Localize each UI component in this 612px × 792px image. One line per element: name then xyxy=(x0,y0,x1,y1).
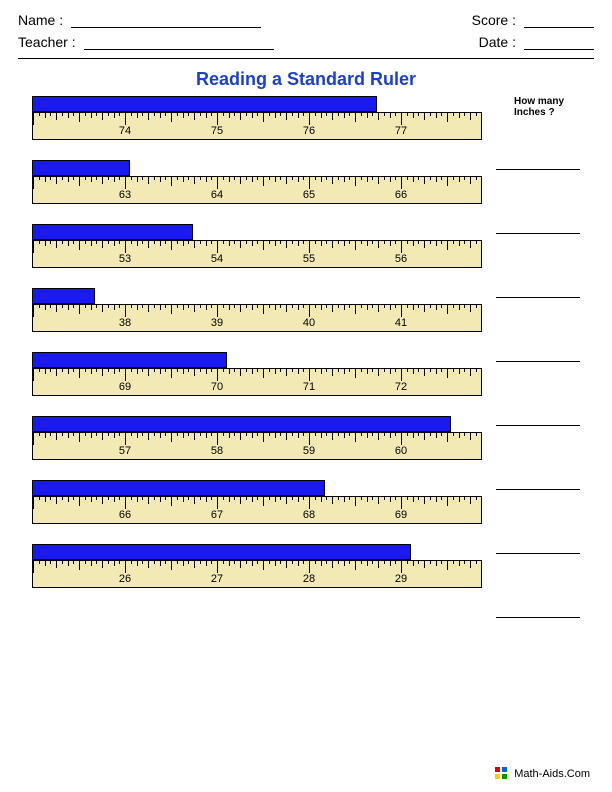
date-label: Date : xyxy=(479,34,516,50)
ruler-number: 75 xyxy=(211,125,223,137)
problem: 57 58 59 60 xyxy=(32,416,482,460)
problem: 38 39 40 41 xyxy=(32,288,482,332)
ruler-number: 55 xyxy=(303,253,315,265)
ruler-number: 38 xyxy=(119,317,131,329)
date-field: Date : xyxy=(479,34,594,50)
footer: Math-Aids.Com xyxy=(495,767,590,780)
measure-bar xyxy=(32,160,130,176)
header-divider xyxy=(18,58,594,59)
worksheet-title: Reading a Standard Ruler xyxy=(18,69,594,90)
measure-bar xyxy=(32,416,451,432)
ruler-number: 54 xyxy=(211,253,223,265)
measure-bar xyxy=(32,288,95,304)
teacher-blank[interactable] xyxy=(84,34,274,50)
problem: 66 67 68 69 xyxy=(32,480,482,524)
answer-blank[interactable] xyxy=(496,346,580,362)
footer-text: Math-Aids.Com xyxy=(514,768,590,780)
ruler-number: 68 xyxy=(303,509,315,521)
answer-blank[interactable] xyxy=(496,410,580,426)
ruler-number: 59 xyxy=(303,445,315,457)
teacher-label: Teacher : xyxy=(18,34,76,50)
ruler-number: 65 xyxy=(303,189,315,201)
answer-blank[interactable] xyxy=(496,538,580,554)
answers-column: How many Inches ? xyxy=(482,96,580,618)
ruler-number: 41 xyxy=(395,317,407,329)
answers-header: How many Inches ? xyxy=(496,96,580,118)
measure-bar xyxy=(32,544,411,560)
problem: 69 70 71 72 xyxy=(32,352,482,396)
ruler-number: 64 xyxy=(211,189,223,201)
problems-column: 74 75 76 77 63 64 65 66 53 54 55 56 38 39 40 41 69 70 71 72… xyxy=(32,96,482,618)
measure-bar xyxy=(32,96,377,112)
ruler-number: 76 xyxy=(303,125,315,137)
ruler: 26 27 28 29 xyxy=(32,560,482,588)
ruler: 63 64 65 66 xyxy=(32,176,482,204)
score-label: Score : xyxy=(472,12,516,28)
footer-logo-icon xyxy=(495,767,507,779)
ruler-number: 40 xyxy=(303,317,315,329)
teacher-field: Teacher : xyxy=(18,34,274,50)
ruler-number: 26 xyxy=(119,573,131,585)
problem: 63 64 65 66 xyxy=(32,160,482,204)
ruler-number: 72 xyxy=(395,381,407,393)
answer-blank[interactable] xyxy=(496,154,580,170)
ruler-number: 57 xyxy=(119,445,131,457)
ruler: 38 39 40 41 xyxy=(32,304,482,332)
answer-blank[interactable] xyxy=(496,602,580,618)
ruler: 74 75 76 77 xyxy=(32,112,482,140)
name-label: Name : xyxy=(18,12,63,28)
ruler-number: 77 xyxy=(395,125,407,137)
ruler-number: 63 xyxy=(119,189,131,201)
measure-bar xyxy=(32,352,227,368)
ruler-number: 29 xyxy=(395,573,407,585)
ruler-number: 69 xyxy=(395,509,407,521)
ruler-number: 66 xyxy=(395,189,407,201)
problem: 26 27 28 29 xyxy=(32,544,482,588)
ruler-number: 66 xyxy=(119,509,131,521)
ruler: 53 54 55 56 xyxy=(32,240,482,268)
date-blank[interactable] xyxy=(524,34,594,50)
ruler-number: 60 xyxy=(395,445,407,457)
score-field: Score : xyxy=(472,12,594,28)
ruler-number: 28 xyxy=(303,573,315,585)
name-blank[interactable] xyxy=(71,12,261,28)
answer-blank[interactable] xyxy=(496,282,580,298)
name-field: Name : xyxy=(18,12,261,28)
answer-blank[interactable] xyxy=(496,474,580,490)
ruler-number: 70 xyxy=(211,381,223,393)
ruler-number: 71 xyxy=(303,381,315,393)
ruler-number: 27 xyxy=(211,573,223,585)
answer-blank[interactable] xyxy=(496,218,580,234)
ruler: 66 67 68 69 xyxy=(32,496,482,524)
ruler-number: 56 xyxy=(395,253,407,265)
ruler-number: 58 xyxy=(211,445,223,457)
ruler-number: 39 xyxy=(211,317,223,329)
ruler-number: 69 xyxy=(119,381,131,393)
problem: 74 75 76 77 xyxy=(32,96,482,140)
measure-bar xyxy=(32,480,325,496)
measure-bar xyxy=(32,224,193,240)
ruler-number: 53 xyxy=(119,253,131,265)
ruler-number: 67 xyxy=(211,509,223,521)
score-blank[interactable] xyxy=(524,12,594,28)
ruler-number: 74 xyxy=(119,125,131,137)
ruler: 69 70 71 72 xyxy=(32,368,482,396)
problem: 53 54 55 56 xyxy=(32,224,482,268)
ruler: 57 58 59 60 xyxy=(32,432,482,460)
